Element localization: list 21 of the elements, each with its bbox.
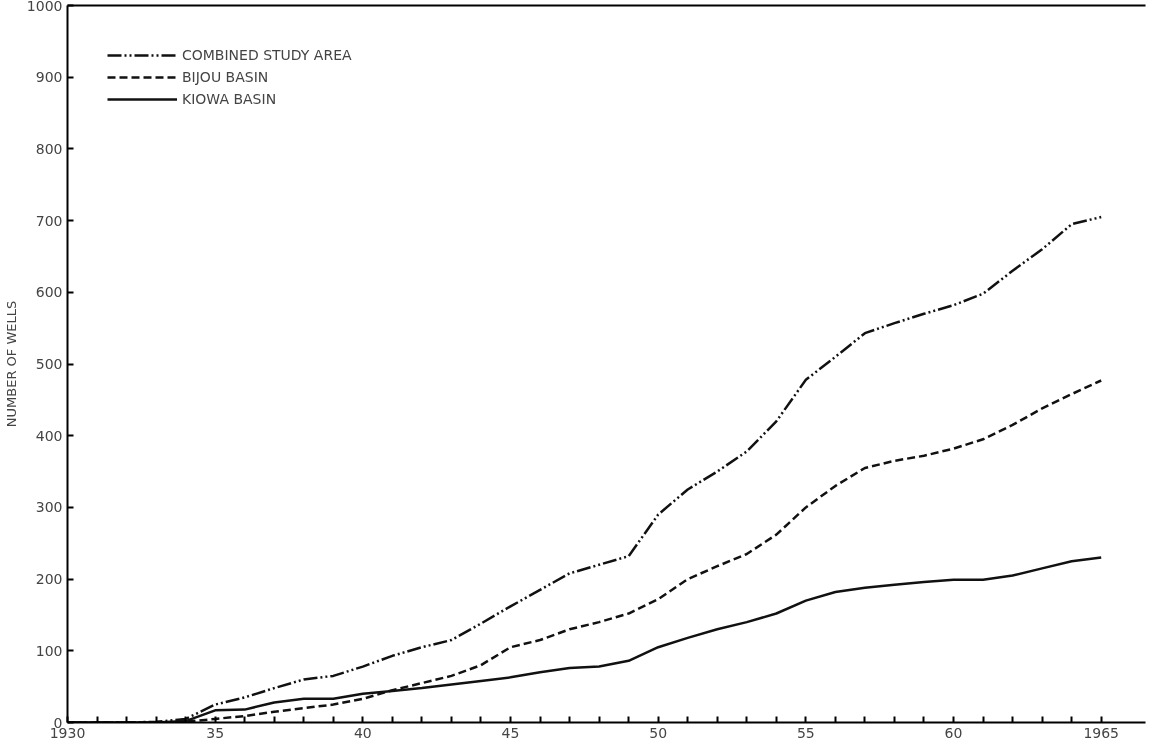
y-tick-label: 100: [35, 642, 63, 659]
y-tick-label: 700: [35, 212, 63, 229]
legend-label: KIOWA BASIN: [182, 91, 277, 107]
y-tick-label: 1000: [26, 0, 63, 14]
y-tick-label: 300: [35, 499, 63, 516]
y-tick-label: 500: [35, 356, 63, 372]
x-tick-label: 60: [944, 724, 963, 741]
x-tick-label: 45: [501, 724, 520, 741]
y-tick-label: 800: [35, 140, 63, 157]
y-axis-title: NUMBER OF WELLS: [3, 300, 19, 428]
y-tick-label: 400: [35, 427, 63, 444]
y-tick-label: 900: [35, 69, 63, 86]
x-tick-label: 55: [796, 724, 815, 741]
x-tick-label: 1965: [1083, 724, 1120, 741]
legend-label: BIJOU BASIN: [182, 69, 269, 85]
y-tick-label: 200: [35, 571, 63, 588]
x-tick-label: 40: [353, 724, 372, 741]
legend-label: COMBINED STUDY AREA: [182, 47, 352, 63]
x-tick-label: 50: [649, 724, 668, 741]
y-tick-label: 600: [35, 284, 63, 301]
x-tick-label: 35: [206, 724, 225, 741]
